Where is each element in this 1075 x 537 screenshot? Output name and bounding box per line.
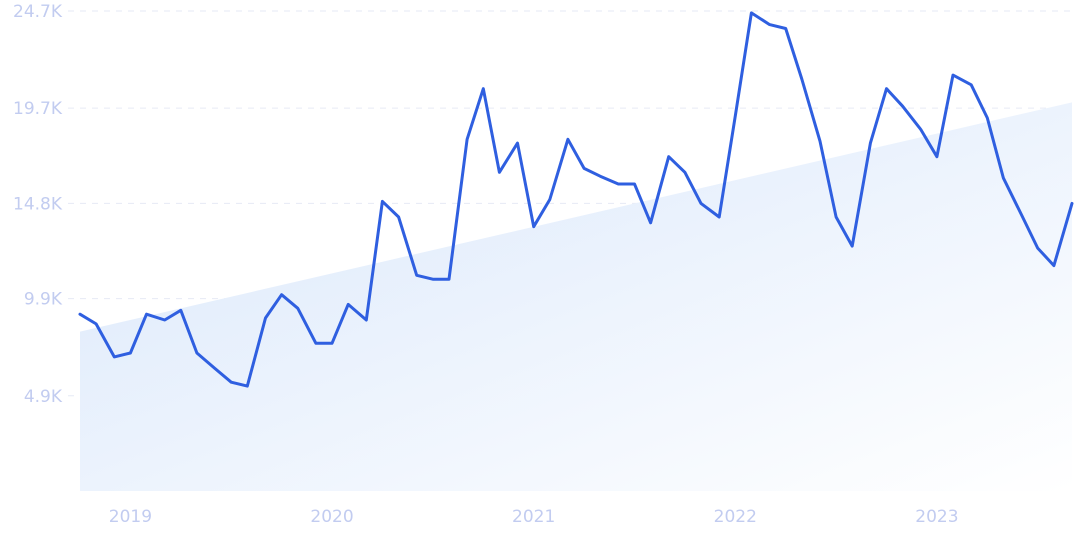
x-tick-label: 2020: [310, 507, 353, 527]
y-tick-label: 9.9K: [24, 290, 63, 310]
y-tick-label: 14.8K: [13, 194, 63, 214]
y-axis-ticks: 4.9K 9.9K 14.8K 19.7K 24.7K: [13, 2, 63, 407]
series-line-layer: [78, 11, 1074, 388]
x-tick-label: 2019: [109, 507, 152, 527]
y-tick-label: 19.7K: [13, 99, 63, 119]
trend-area-layer: [80, 102, 1072, 491]
series-line-0: [78, 11, 1074, 388]
x-axis-ticks: 2019 2020 2021 2022 2023: [109, 507, 959, 527]
trend-area: [80, 102, 1072, 491]
y-tick-label: 4.9K: [24, 387, 63, 407]
x-tick-label: 2022: [714, 507, 757, 527]
x-tick-label: 2023: [915, 507, 958, 527]
y-tick-label: 24.7K: [13, 2, 63, 22]
x-tick-label: 2021: [512, 507, 555, 527]
